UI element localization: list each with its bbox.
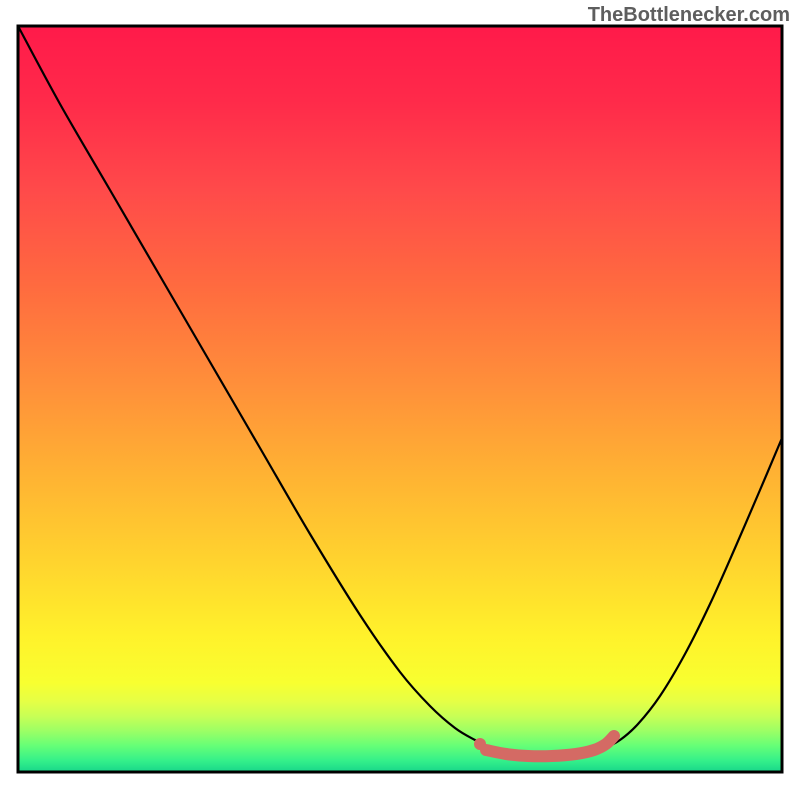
optimal-point-marker	[474, 738, 486, 750]
watermark-text: TheBottlenecker.com	[588, 4, 790, 27]
chart-svg	[0, 0, 800, 800]
chart-container: TheBottlenecker.com	[0, 0, 800, 800]
